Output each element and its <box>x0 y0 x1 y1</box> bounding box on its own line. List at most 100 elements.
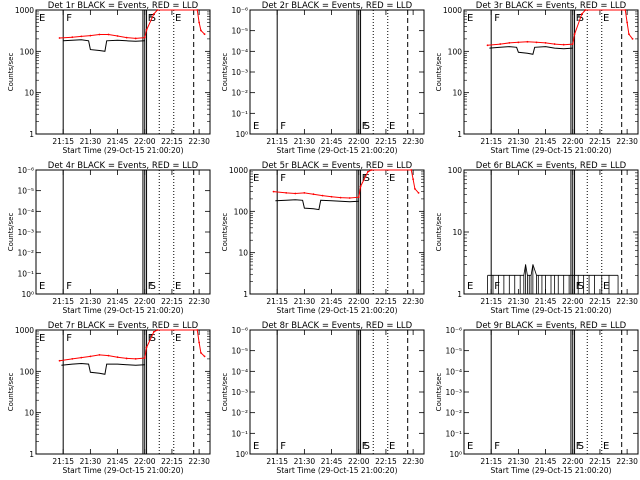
y-tick-label: 10⁻⁵ <box>17 187 34 196</box>
plot-frame <box>35 9 211 135</box>
lld-point <box>80 356 83 359</box>
marker-label: S <box>150 281 156 292</box>
marker-label: F <box>280 441 286 452</box>
lld-point <box>134 37 137 40</box>
x-axis-label: Start Time (29-Oct-15 21:00:20) <box>490 466 611 475</box>
x-tick-label: 22:30 <box>616 297 638 306</box>
marker-label: E <box>603 441 609 452</box>
x-tick-label: 22:30 <box>188 297 210 306</box>
y-tick-label: 10 <box>452 89 462 98</box>
marker-label: S <box>364 121 370 132</box>
marker-label: S <box>578 281 584 292</box>
x-tick-label: 21:15 <box>480 297 502 306</box>
panel-title: Det 1r BLACK = Events, RED = LLD <box>48 1 199 11</box>
detector-panel-8: Det 8r BLACK = Events, RED = LLD 10⁰ 10⁻¹ 1… <box>221 321 425 475</box>
x-tick-label: 21:15 <box>480 137 502 146</box>
lld-series-line <box>59 329 205 362</box>
lld-point <box>626 21 629 24</box>
detector-panel-6: Det 6r BLACK = Events, RED = LLD 1 10 100 21… <box>435 161 639 315</box>
plot-frame <box>249 329 425 455</box>
y-tick-label: 1 <box>243 290 248 299</box>
panel-title: Det 4r BLACK = Events, RED = LLD <box>48 161 199 171</box>
lld-point <box>285 191 288 194</box>
plot-frame <box>249 169 425 295</box>
y-axis-label: Counts/sec <box>7 213 15 252</box>
lld-point <box>553 43 556 45</box>
y-tick-label: 10⁻⁴ <box>17 207 34 216</box>
lld-point <box>359 185 362 188</box>
marker-label: S <box>578 441 584 452</box>
lld-point <box>272 190 275 193</box>
y-tick-label: 10 <box>24 89 34 98</box>
x-axis-label: Start Time (29-Oct-15 21:00:20) <box>276 146 397 155</box>
y-axis-label: Counts/sec <box>7 373 15 412</box>
marker-label: F <box>576 441 582 452</box>
y-tick-label: 10⁻² <box>445 409 462 418</box>
lld-point <box>414 187 416 190</box>
detector-panel-7: Det 7r BLACK = Events, RED = LLD 1 10 100 10… <box>7 321 211 475</box>
lld-point <box>417 191 420 194</box>
x-tick-label: 22:00 <box>348 457 370 466</box>
lld-point <box>145 29 148 31</box>
lld-point <box>125 36 128 39</box>
marker-label: E <box>253 121 259 132</box>
y-tick-label: 10⁻³ <box>445 388 462 397</box>
lld-point <box>196 9 199 11</box>
x-tick-label: 22:15 <box>161 457 183 466</box>
lld-point <box>80 35 83 38</box>
x-tick-label: 21:15 <box>52 297 74 306</box>
x-tick-label: 21:15 <box>52 457 74 466</box>
x-tick-label: 21:15 <box>266 457 288 466</box>
event-series-line <box>489 46 573 55</box>
x-axis-label: Start Time (29-Oct-15 21:00:20) <box>490 146 611 155</box>
marker-label: E <box>603 281 609 292</box>
y-tick-label: 1000 <box>15 6 34 15</box>
x-tick-label: 21:30 <box>80 457 102 466</box>
x-tick-label: 22:15 <box>375 457 397 466</box>
y-tick-label: 10⁻¹ <box>231 429 248 438</box>
lld-point <box>134 357 137 360</box>
x-tick-label: 22:00 <box>134 137 156 146</box>
lld-point <box>89 34 92 37</box>
y-axis-label: Counts/sec <box>221 373 229 412</box>
lld-point <box>321 194 324 197</box>
lld-point <box>200 351 202 354</box>
plot-frame <box>463 329 639 455</box>
x-tick-label: 22:00 <box>562 297 584 306</box>
marker-label: E <box>389 121 395 132</box>
lld-point <box>71 357 74 360</box>
y-tick-label: 10⁻¹ <box>17 269 34 278</box>
y-tick-label: 10⁻⁶ <box>231 326 248 335</box>
marker-label: E <box>467 13 473 24</box>
lld-point <box>370 169 373 171</box>
x-axis-label: Start Time (29-Oct-15 21:00:20) <box>490 306 611 315</box>
y-tick-label: 10⁻⁴ <box>231 47 248 56</box>
lld-point <box>89 355 92 358</box>
y-tick-label: 10⁰ <box>21 290 34 299</box>
lld-point <box>571 43 574 45</box>
y-tick-label: 1000 <box>229 166 248 175</box>
x-tick-label: 21:45 <box>321 457 343 466</box>
lld-point <box>116 35 119 37</box>
y-tick-label: 1 <box>457 290 462 299</box>
plot-frame <box>463 9 639 135</box>
y-tick-label: 10⁻³ <box>231 388 248 397</box>
y-tick-label: 10⁻⁵ <box>231 347 248 356</box>
x-tick-label: 21:30 <box>294 297 316 306</box>
y-tick-label: 100 <box>20 47 35 56</box>
x-tick-label: 22:30 <box>402 137 424 146</box>
x-tick-label: 22:30 <box>402 297 424 306</box>
lld-point <box>312 193 315 196</box>
event-series-line <box>63 39 145 52</box>
x-tick-label: 22:00 <box>562 137 584 146</box>
lld-point <box>145 346 148 349</box>
detector-panel-5: Det 5r BLACK = Events, RED = LLD 1 10 100 10… <box>221 161 425 315</box>
y-tick-label: 10⁻⁴ <box>231 367 248 376</box>
y-tick-label: 10⁻³ <box>231 68 248 77</box>
lld-point <box>196 329 199 331</box>
plot-frame <box>249 9 425 135</box>
y-tick-label: 10⁰ <box>449 450 462 459</box>
y-tick-label: 10⁻² <box>231 409 248 418</box>
marker-label: E <box>253 173 259 184</box>
x-tick-label: 21:30 <box>80 297 102 306</box>
